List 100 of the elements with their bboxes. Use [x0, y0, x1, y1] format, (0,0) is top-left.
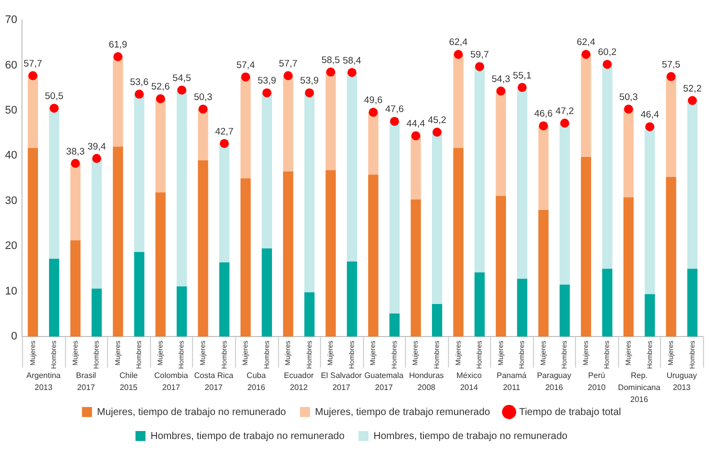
- point: [326, 68, 336, 77]
- bar: [368, 174, 378, 337]
- data-label: 38,3: [66, 146, 85, 158]
- bar: [134, 252, 144, 337]
- bar: [28, 148, 38, 337]
- point: [113, 52, 122, 62]
- text: Rep. Dominicana 2016: [618, 370, 661, 404]
- bar: [219, 143, 230, 262]
- bar: [134, 94, 144, 252]
- bar: [28, 76, 38, 148]
- bar: [560, 123, 570, 285]
- y-tick-label: 70: [4, 14, 18, 26]
- data-label: 47,2: [555, 106, 574, 117]
- data-label: 57,4: [236, 60, 255, 71]
- bar: [496, 196, 506, 337]
- data-label: 53,6: [130, 77, 148, 88]
- data-label: 50,5: [44, 91, 64, 102]
- bar: [432, 132, 442, 304]
- bar: [262, 248, 272, 337]
- bar: [496, 91, 506, 196]
- y-tick-label: 10: [4, 285, 18, 298]
- point: [432, 128, 442, 137]
- text: Guatemala 2017: [364, 370, 404, 392]
- text: Chile 2015: [119, 370, 138, 392]
- point: [454, 50, 463, 59]
- y-tick-label: 30: [4, 194, 18, 207]
- point: [262, 88, 272, 98]
- point: [134, 90, 144, 99]
- bar: [474, 272, 485, 337]
- text: Paraguay 2016: [536, 370, 572, 392]
- point: [241, 72, 250, 82]
- bar: [666, 176, 676, 337]
- bar: [49, 108, 60, 259]
- data-label: 62,4: [449, 37, 468, 48]
- data-label: 45,2: [428, 115, 446, 126]
- bar: [219, 262, 230, 337]
- bar: [538, 126, 549, 210]
- y-tick-label: 40: [4, 150, 18, 162]
- bar: [240, 178, 251, 337]
- bar: [326, 170, 336, 337]
- point: [666, 72, 676, 82]
- bar: [389, 121, 400, 314]
- bar: [92, 288, 102, 337]
- bar: [262, 92, 272, 248]
- point: [411, 131, 420, 140]
- legend-label: Mujeres, tiempo de trabajo remunerado: [314, 406, 491, 418]
- bar: [687, 268, 698, 337]
- bar: [176, 286, 187, 337]
- data-label: 50,3: [619, 92, 638, 103]
- legend-label: Tiempo de trabajo total: [519, 406, 622, 418]
- text: Colombia 2017: [154, 370, 189, 392]
- point: [581, 50, 590, 59]
- y-tick-label: 0: [11, 330, 18, 343]
- y-tick-label: 50: [4, 104, 18, 116]
- bar: [368, 112, 378, 175]
- bar: [453, 148, 464, 337]
- data-label: 55,1: [512, 70, 532, 82]
- data-label: 58,5: [321, 54, 340, 66]
- point: [496, 86, 506, 96]
- bar: [346, 72, 358, 262]
- point: [92, 154, 102, 163]
- bar: [580, 157, 592, 337]
- data-label: 47,6: [385, 104, 404, 116]
- point: [220, 138, 229, 148]
- data-label: 46,4: [640, 110, 660, 121]
- bar: [560, 284, 570, 337]
- data-label: 60,2: [598, 47, 617, 58]
- data-label: 57,5: [662, 59, 680, 70]
- bar: [474, 66, 485, 272]
- point: [70, 158, 80, 168]
- bar: [517, 278, 528, 337]
- bar: [283, 76, 294, 172]
- point: [284, 71, 293, 80]
- point: [602, 60, 612, 69]
- data-label: 58,4: [342, 55, 362, 66]
- point: [177, 86, 186, 95]
- bar: [304, 292, 315, 337]
- point: [368, 108, 378, 117]
- legend-label: Mujeres, tiempo de trabajo no remunerado: [97, 406, 286, 418]
- bar: [623, 197, 634, 337]
- data-label: 57,7: [24, 58, 42, 70]
- bar: [92, 158, 102, 289]
- y-tick-label: 60: [4, 59, 18, 72]
- bar: [623, 109, 634, 198]
- data-label: 50,3: [194, 92, 212, 103]
- data-label: 62,4: [576, 37, 596, 48]
- point: [560, 118, 570, 128]
- bar: [49, 258, 60, 337]
- text: Honduras 2008: [409, 370, 444, 392]
- text: Cuba 2016: [246, 370, 266, 392]
- text: Ecuador 2012: [284, 370, 314, 392]
- point: [198, 104, 208, 114]
- text: Brasil 2017: [76, 370, 96, 392]
- bar: [538, 210, 549, 337]
- text: México 2014: [456, 370, 482, 392]
- bar: [410, 200, 421, 337]
- bar: [410, 136, 421, 200]
- data-label: 54,3: [492, 74, 510, 85]
- point: [28, 71, 38, 80]
- bar: [602, 268, 612, 337]
